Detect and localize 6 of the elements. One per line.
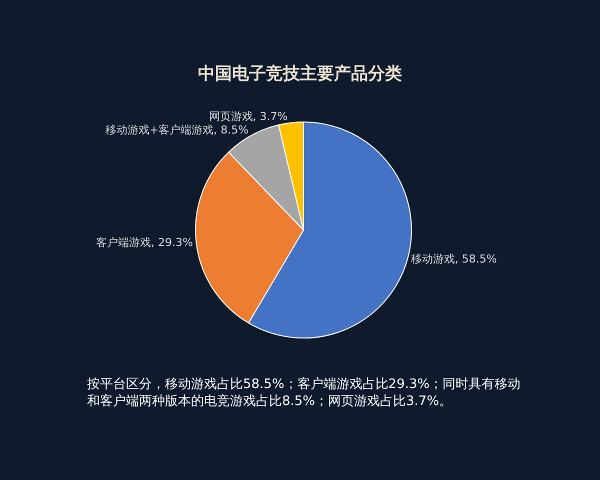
slice-label: 网页游戏, 3.7% bbox=[208, 110, 288, 123]
slice-label: 移动游戏, 58.5% bbox=[410, 252, 497, 266]
slice-label: 移动游戏+客户端游戏, 8.5% bbox=[105, 124, 249, 137]
chart-title: 中国电子竞技主要产品分类 bbox=[198, 64, 402, 84]
text: 按平台区分，移动游戏占比58.5%；客户端游戏占比29.3%；同时具有移动和客户端两种版本的电竞游戏占比8.5%；网页游戏占比3.7%。 bbox=[87, 376, 521, 409]
slice-label: 客户端游戏, 29.3% bbox=[96, 236, 193, 250]
